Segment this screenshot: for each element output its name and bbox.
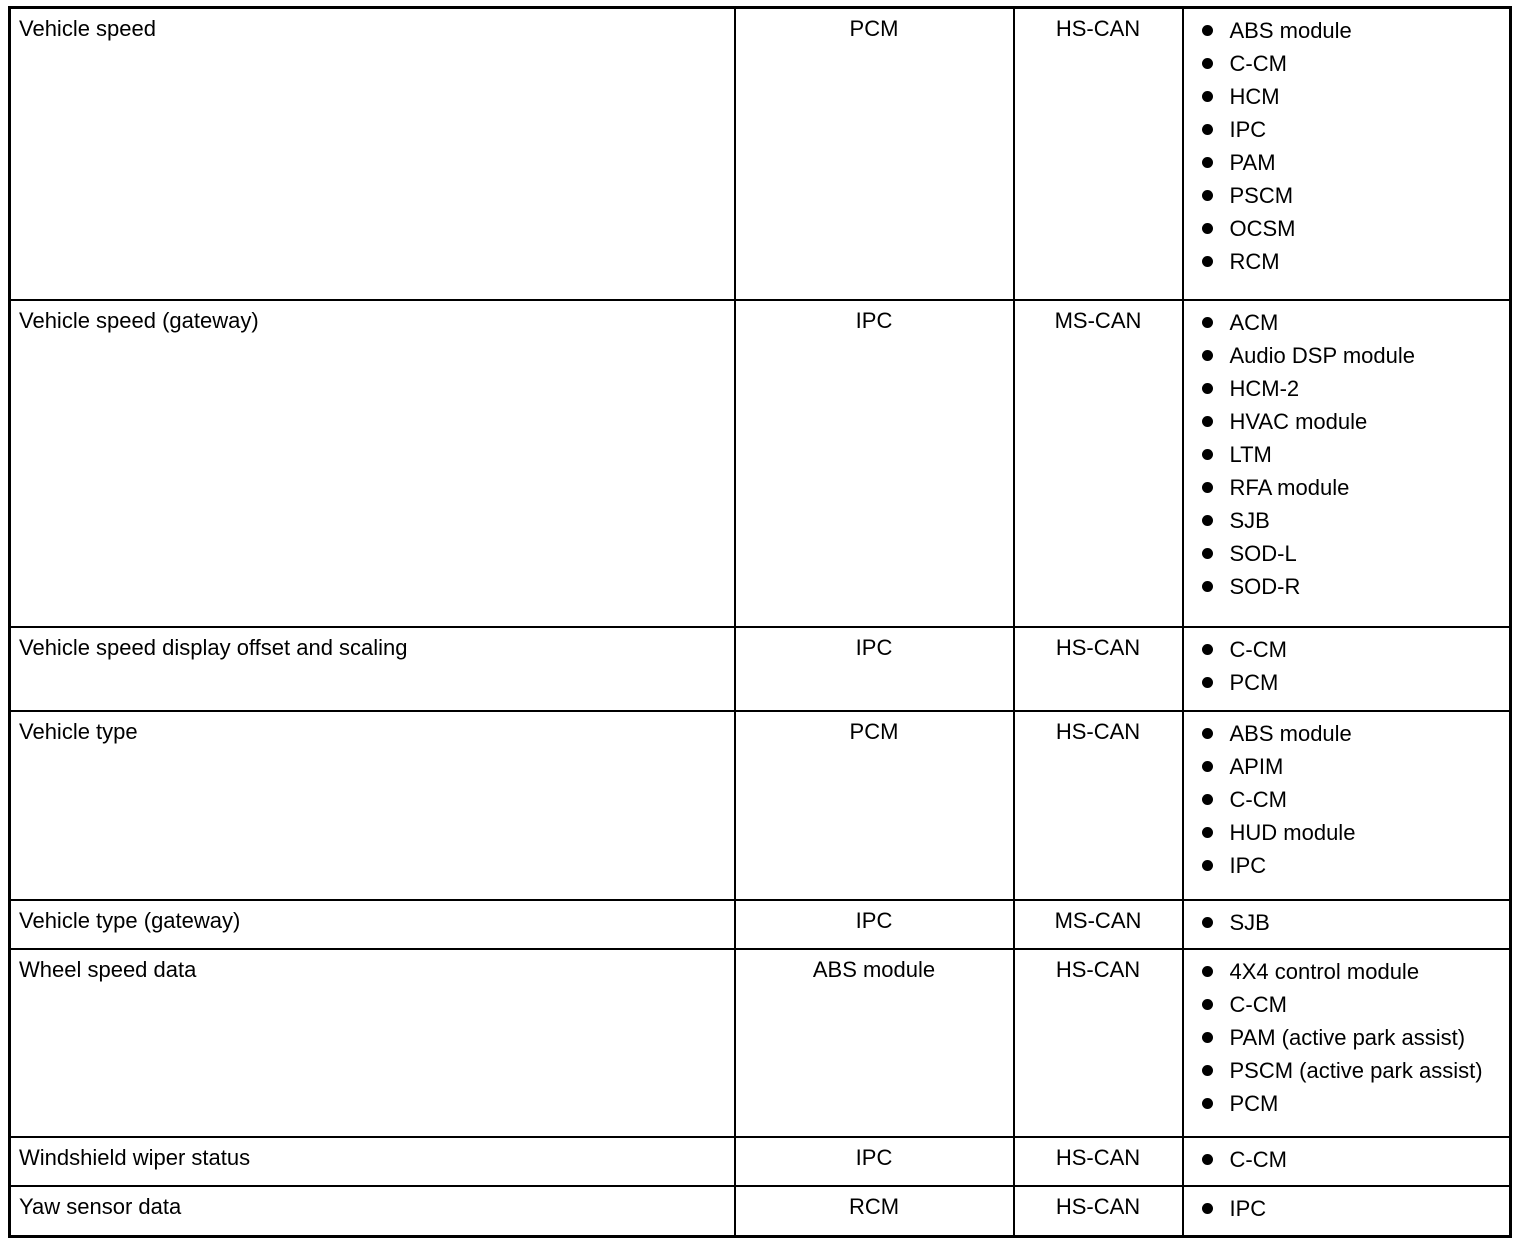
table-row: Windshield wiper status IPC HS-CAN C-CM (8, 1136, 1512, 1188)
receivers-cell: ACM Audio DSP module HCM-2 HVAC module LTM RF… (1181, 299, 1512, 629)
receiver-list: C-CM PCM (1192, 634, 1502, 698)
receiver-item: C-CM (1192, 1144, 1502, 1175)
message-cell: Vehicle speed display offset and scaling (8, 626, 736, 713)
receiver-item: PSCM (1192, 180, 1502, 211)
origin-cell: RCM (733, 1185, 1015, 1238)
receiver-list: 4X4 control module C-CM PAM (active park a… (1192, 956, 1502, 1119)
receiver-item: HCM-2 (1192, 373, 1502, 404)
receivers-cell: SJB (1181, 898, 1512, 950)
origin-cell: PCM (733, 6, 1015, 302)
receiver-item: PCM (1192, 1088, 1502, 1119)
receivers-cell: C-CM PCM (1181, 626, 1512, 713)
receiver-item: HUD module (1192, 817, 1502, 848)
receiver-item: IPC (1192, 114, 1502, 145)
receiver-item: ABS module (1192, 15, 1502, 46)
receiver-item: C-CM (1192, 634, 1502, 665)
table-row: Vehicle speed PCM HS-CAN ABS module C-CM H… (8, 6, 1512, 302)
receiver-item: PAM (1192, 147, 1502, 178)
receiver-item: RCM (1192, 246, 1502, 277)
receiver-list: C-CM (1192, 1144, 1502, 1175)
table-row: Yaw sensor data RCM HS-CAN IPC (8, 1185, 1512, 1238)
receiver-list: SJB (1192, 907, 1502, 938)
origin-cell: IPC (733, 626, 1015, 713)
receivers-cell: IPC (1181, 1185, 1512, 1238)
receiver-item: SOD-L (1192, 538, 1502, 569)
receiver-item: C-CM (1192, 989, 1502, 1020)
receiver-item: RFA module (1192, 472, 1502, 503)
receiver-item: PAM (active park assist) (1192, 1022, 1502, 1053)
receiver-item: ACM (1192, 307, 1502, 338)
receivers-cell: ABS module C-CM HCM IPC PAM PSCM OCSM RCM (1181, 6, 1512, 302)
receiver-item: SOD-R (1192, 571, 1502, 602)
table-row: Vehicle speed (gateway) IPC MS-CAN ACM Au… (8, 299, 1512, 629)
receiver-list: IPC (1192, 1193, 1502, 1224)
receiver-list: ACM Audio DSP module HCM-2 HVAC module LTM RF… (1192, 307, 1502, 602)
origin-cell: IPC (733, 1136, 1015, 1188)
receiver-item: HVAC module (1192, 406, 1502, 437)
network-cell: HS-CAN (1012, 626, 1184, 713)
network-cell: HS-CAN (1012, 947, 1184, 1139)
table-row: Wheel speed data ABS module HS-CAN 4X4 c… (8, 947, 1512, 1139)
network-cell: MS-CAN (1012, 898, 1184, 950)
receiver-item: Audio DSP module (1192, 340, 1502, 371)
network-cell: HS-CAN (1012, 1185, 1184, 1238)
network-cell: HS-CAN (1012, 1136, 1184, 1188)
message-cell: Vehicle speed (8, 6, 736, 302)
network-message-table: Vehicle speed PCM HS-CAN ABS module C-CM H… (8, 6, 1512, 1238)
receiver-item: APIM (1192, 751, 1502, 782)
origin-cell: ABS module (733, 947, 1015, 1139)
network-cell: HS-CAN (1012, 6, 1184, 302)
message-cell: Vehicle speed (gateway) (8, 299, 736, 629)
receiver-item: LTM (1192, 439, 1502, 470)
receiver-item: C-CM (1192, 784, 1502, 815)
message-cell: Vehicle type (gateway) (8, 898, 736, 950)
receiver-item: 4X4 control module (1192, 956, 1502, 987)
network-cell: HS-CAN (1012, 710, 1184, 901)
message-cell: Wheel speed data (8, 947, 736, 1139)
receiver-item: SJB (1192, 505, 1502, 536)
message-cell: Vehicle type (8, 710, 736, 901)
receiver-item: IPC (1192, 1193, 1502, 1224)
origin-cell: PCM (733, 710, 1015, 901)
table-row: Vehicle type PCM HS-CAN ABS module APIM C-… (8, 710, 1512, 901)
network-cell: MS-CAN (1012, 299, 1184, 629)
receiver-item: OCSM (1192, 213, 1502, 244)
receiver-item: PCM (1192, 667, 1502, 698)
table-row: Vehicle type (gateway) IPC MS-CAN SJB (8, 898, 1512, 950)
receivers-cell: ABS module APIM C-CM HUD module IPC (1181, 710, 1512, 901)
network-message-table-body: Vehicle speed PCM HS-CAN ABS module C-CM H… (8, 6, 1512, 1238)
receiver-item: HCM (1192, 81, 1502, 112)
receiver-item: SJB (1192, 907, 1502, 938)
receiver-list: ABS module APIM C-CM HUD module IPC (1192, 718, 1502, 881)
receivers-cell: C-CM (1181, 1136, 1512, 1188)
message-cell: Yaw sensor data (8, 1185, 736, 1238)
receiver-item: IPC (1192, 850, 1502, 881)
receiver-item: ABS module (1192, 718, 1502, 749)
origin-cell: IPC (733, 299, 1015, 629)
receiver-item: C-CM (1192, 48, 1502, 79)
receivers-cell: 4X4 control module C-CM PAM (active park a… (1181, 947, 1512, 1139)
receiver-list: ABS module C-CM HCM IPC PAM PSCM OCSM RCM (1192, 15, 1502, 277)
table-row: Vehicle speed display offset and scaling… (8, 626, 1512, 713)
message-cell: Windshield wiper status (8, 1136, 736, 1188)
origin-cell: IPC (733, 898, 1015, 950)
receiver-item: PSCM (active park assist) (1192, 1055, 1502, 1086)
